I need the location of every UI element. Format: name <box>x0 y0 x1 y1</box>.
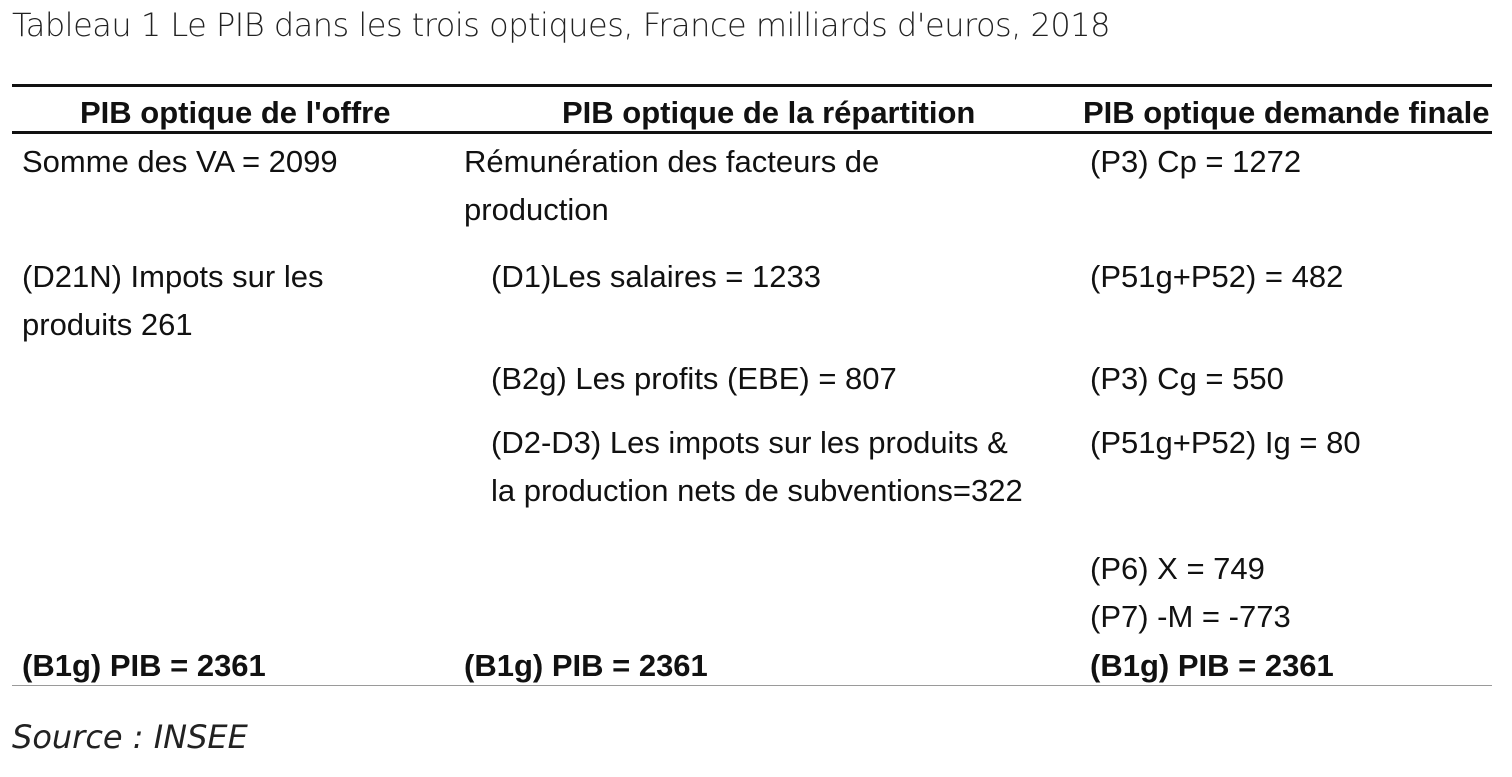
demande-fbcf: (P51g+P52) = 482 <box>1090 259 1344 294</box>
repartition-impots-line2: la production nets de subventions=322 <box>491 473 1023 508</box>
demande-cp: (P3) Cp = 1272 <box>1090 144 1302 179</box>
repartition-impots-line1: (D2-D3) Les impots sur les produits & <box>491 425 1008 460</box>
demande-imports: (P7) -M = -773 <box>1090 599 1291 634</box>
offre-impots-line2: produits 261 <box>22 307 193 342</box>
offre-total: (B1g) PIB = 2361 <box>22 648 266 683</box>
offre-impots-line1: (D21N) Impots sur les <box>22 259 324 294</box>
demande-cg: (P3) Cg = 550 <box>1090 361 1284 396</box>
header-repartition: PIB optique de la répartition <box>562 95 976 130</box>
demande-total: (B1g) PIB = 2361 <box>1090 648 1334 683</box>
demande-ig: (P51g+P52) Ig = 80 <box>1090 425 1361 460</box>
header-rule <box>12 131 1492 134</box>
repartition-salaires: (D1)Les salaires = 1233 <box>491 259 821 294</box>
header-offre: PIB optique de l'offre <box>80 95 391 130</box>
pib-table <box>12 84 1492 686</box>
repartition-profits: (B2g) Les profits (EBE) = 807 <box>491 361 897 396</box>
demande-exports: (P6) X = 749 <box>1090 551 1265 586</box>
header-demande: PIB optique demande finale <box>1083 95 1490 130</box>
table-caption: Tableau 1 Le PIB dans les trois optiques… <box>12 6 1110 44</box>
repartition-total: (B1g) PIB = 2361 <box>464 648 708 683</box>
source-note: Source : INSEE <box>12 718 248 756</box>
repartition-remuneration-line2: production <box>464 192 609 227</box>
offre-somme-va: Somme des VA = 2099 <box>22 144 338 179</box>
repartition-remuneration-line1: Rémunération des facteurs de <box>464 144 880 179</box>
